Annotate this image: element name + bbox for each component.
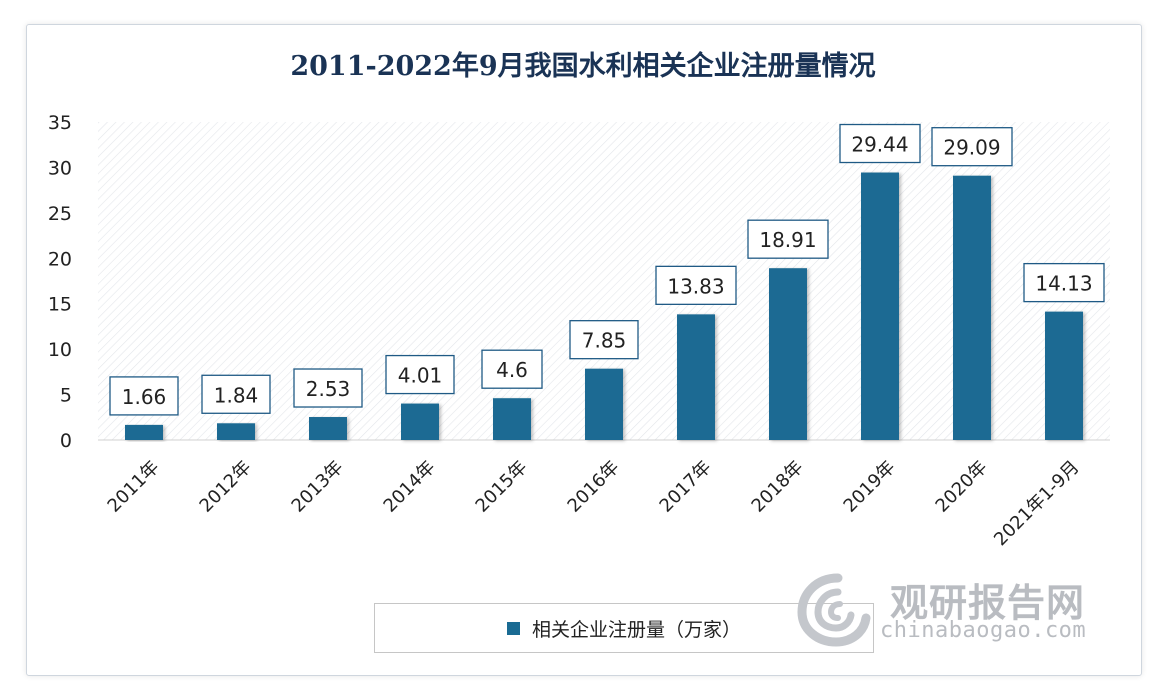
chart-title: 2011-2022年9月我国水利相关企业注册量情况 xyxy=(290,51,876,82)
y-tick-label: 5 xyxy=(60,385,72,407)
bar xyxy=(861,172,899,440)
x-tick-label: 2018年 xyxy=(748,457,808,517)
bar xyxy=(677,314,715,440)
bar xyxy=(953,175,991,440)
bar xyxy=(309,417,347,440)
legend: 相关企业注册量（万家） xyxy=(374,603,874,653)
y-tick-label: 25 xyxy=(48,203,72,225)
watermark-brand-en: chinabaogao.com xyxy=(880,618,1087,643)
y-tick-label: 15 xyxy=(48,294,72,316)
data-label-box xyxy=(839,123,921,164)
x-tick-label: 2014年 xyxy=(380,457,440,517)
data-label-box xyxy=(569,320,639,360)
x-tick-label: 2020年 xyxy=(932,457,992,517)
x-tick-label: 2016年 xyxy=(564,457,624,517)
x-tick-label: 2012年 xyxy=(196,457,256,517)
data-label: 1.66 xyxy=(122,385,167,409)
watermark-brand-cn: 观研报告网 xyxy=(890,581,1086,625)
data-label: 7.85 xyxy=(582,329,627,353)
data-label: 4.6 xyxy=(496,358,528,382)
data-label-box xyxy=(293,368,363,408)
y-tick-label: 0 xyxy=(60,430,72,452)
data-label-box xyxy=(931,127,1013,167)
y-tick-label: 35 xyxy=(48,112,72,134)
x-tick-label: 2013年 xyxy=(288,457,348,517)
bar xyxy=(585,368,623,440)
x-tick-label: 2017年 xyxy=(656,457,716,517)
data-label-box xyxy=(201,374,271,414)
bar xyxy=(401,403,439,440)
x-tick-label: 2015年 xyxy=(472,457,532,517)
legend-swatch xyxy=(506,621,520,635)
data-label: 18.91 xyxy=(759,228,816,252)
data-label: 14.13 xyxy=(1035,272,1092,296)
data-label-box xyxy=(481,349,543,389)
bar xyxy=(493,398,531,440)
watermark: 观研报告网 chinabaogao.com xyxy=(796,570,1116,650)
data-label: 1.84 xyxy=(214,383,259,407)
x-tick-label: 2021年1-9月 xyxy=(990,457,1083,550)
legend-label: 相关企业注册量（万家） xyxy=(531,618,741,641)
data-label-box xyxy=(1023,262,1105,303)
swirl-logo-icon xyxy=(797,573,871,647)
bar xyxy=(769,268,807,440)
bar xyxy=(1045,311,1083,440)
x-tick-label: 2011年 xyxy=(104,457,164,517)
data-label-box xyxy=(747,219,829,259)
y-tick-label: 10 xyxy=(48,339,72,361)
data-label-box xyxy=(385,354,455,395)
data-label-box xyxy=(655,265,737,305)
y-tick-label: 20 xyxy=(48,248,72,270)
data-label: 2.53 xyxy=(306,377,351,401)
data-label: 4.01 xyxy=(398,364,443,388)
data-label-box xyxy=(109,376,179,416)
data-label: 29.09 xyxy=(943,136,1000,160)
bar xyxy=(125,424,163,440)
y-tick-label: 30 xyxy=(48,157,72,179)
data-label: 13.83 xyxy=(667,274,724,298)
x-tick-label: 2019年 xyxy=(840,457,900,517)
bar xyxy=(217,423,255,440)
data-label: 29.44 xyxy=(851,133,908,157)
